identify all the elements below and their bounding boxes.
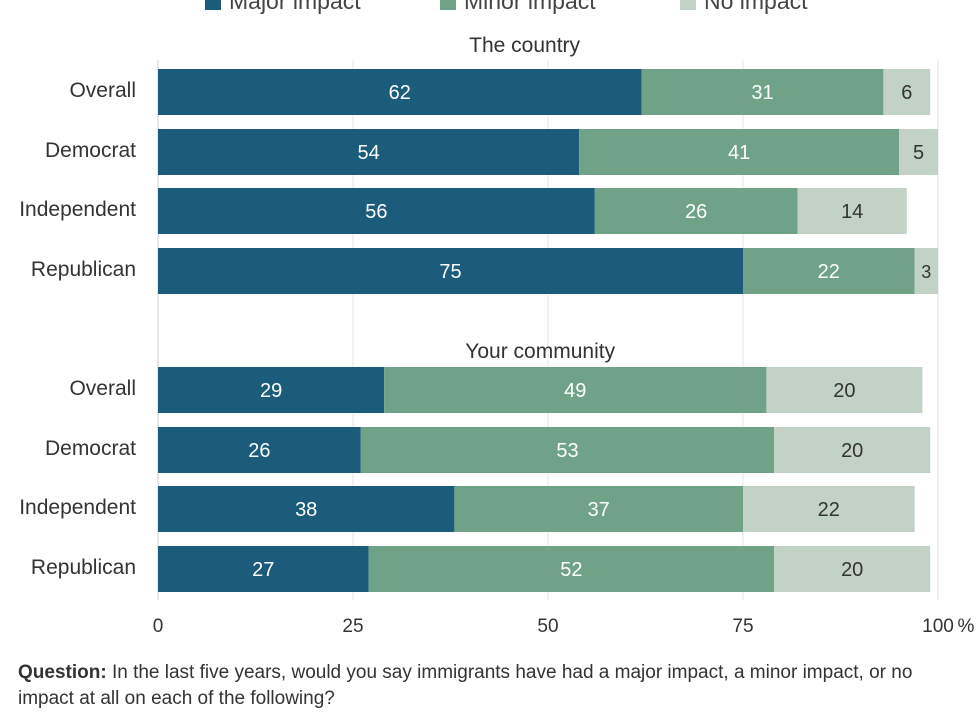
legend-swatch [205, 0, 221, 10]
data-label: 3 [921, 262, 931, 282]
bar-segment [743, 248, 915, 294]
bar-segment [594, 188, 798, 234]
chart-footer: Question: In the last five years, would … [18, 660, 948, 712]
data-label: 49 [564, 380, 586, 402]
data-label: 29 [260, 380, 282, 402]
bar-segment [158, 248, 743, 294]
bar-segment [883, 69, 931, 115]
panel-title: The country [469, 34, 581, 57]
bar-segment [158, 486, 455, 532]
x-tick-label: 50 [537, 616, 559, 637]
legend-item: Minor impact [440, 0, 596, 15]
legend-label: No impact [704, 0, 808, 14]
data-label: 6 [901, 82, 912, 104]
bar-segment [766, 367, 923, 413]
data-label: 38 [295, 499, 317, 521]
bar-segment [158, 188, 595, 234]
x-tick-label: 0 [152, 616, 164, 637]
bar-segment [797, 188, 907, 234]
data-label: 52 [560, 559, 582, 581]
data-label: 5 [913, 142, 924, 164]
category-label: Republican [30, 258, 136, 281]
legend-swatch [440, 0, 456, 10]
question-label: Question: [18, 662, 107, 683]
stacked-bar-chart: 62 31 6 54 41 5 56 26 14 75 22 3 29 49 20 26 53 20 38 37 22 2… [157, 60, 939, 600]
category-label: Republican [30, 556, 136, 579]
legend-swatch [680, 0, 696, 10]
data-label: 54 [357, 142, 379, 164]
data-label: 31 [751, 82, 773, 104]
legend-item: No impact [680, 0, 808, 15]
x-tick-label: 25 [342, 616, 364, 637]
panel-title: Your community [465, 340, 616, 363]
bar-segment [579, 129, 899, 175]
category-label: Overall [69, 79, 136, 102]
data-label: 26 [685, 201, 707, 223]
data-label: 20 [833, 380, 855, 402]
bar-segment [774, 427, 931, 473]
bar-segment [641, 69, 884, 115]
data-label: 20 [841, 440, 863, 462]
data-label: 14 [841, 201, 863, 223]
legend-label: Minor impact [464, 0, 596, 14]
x-tick-label: 75 [732, 616, 754, 637]
x-tick-label: 100 [922, 616, 954, 637]
category-label: Independent [19, 198, 136, 221]
bar-segment [743, 486, 915, 532]
category-label: Democrat [44, 139, 136, 162]
data-label: 62 [389, 82, 411, 104]
category-label: Overall [69, 377, 136, 400]
bar-segment [158, 129, 580, 175]
chart-legend: Major impact Minor impact No impact [0, 0, 980, 18]
question-text: In the last five years, would you say im… [18, 662, 913, 709]
data-label: 26 [248, 440, 270, 462]
data-label: 37 [588, 499, 610, 521]
legend-item: Major impact [205, 0, 361, 15]
data-label: 56 [365, 201, 387, 223]
bar-segment [774, 546, 931, 592]
category-label: Independent [19, 496, 136, 519]
bar-segment [360, 427, 775, 473]
bar-segment [158, 367, 385, 413]
legend-label: Major impact [229, 0, 361, 14]
bar-segment [158, 546, 369, 592]
bar-segment [454, 486, 743, 532]
data-label: 22 [818, 261, 840, 283]
bar-segment [158, 69, 642, 115]
bar-segment [899, 129, 938, 175]
x-axis-unit: % [957, 616, 975, 637]
data-label: 75 [439, 261, 461, 283]
data-label: 22 [818, 499, 840, 521]
data-label: 27 [252, 559, 274, 581]
bar-segment [914, 248, 938, 294]
data-label: 53 [556, 440, 578, 462]
category-label: Democrat [44, 437, 136, 460]
data-label: 20 [841, 559, 863, 581]
data-label: 41 [728, 142, 750, 164]
bar-segment [368, 546, 775, 592]
bar-segment [158, 427, 361, 473]
bar-segment [384, 367, 767, 413]
